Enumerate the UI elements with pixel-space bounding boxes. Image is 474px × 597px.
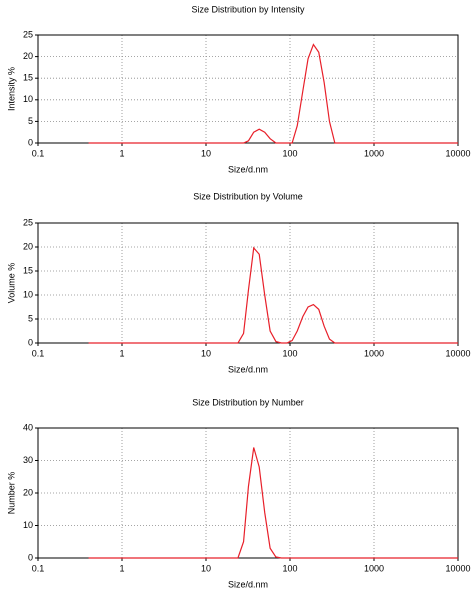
x-tick-label: 1000 [364, 563, 384, 573]
y-tick-label: 0 [28, 337, 33, 347]
x-tick-label: 1 [119, 348, 124, 358]
y-axis-label: Intensity % [6, 67, 16, 111]
x-tick-label: 1000 [364, 348, 384, 358]
x-tick-label: 10000 [445, 563, 470, 573]
x-tick-label: 1000 [364, 148, 384, 158]
x-tick-label: 0.1 [32, 148, 45, 158]
y-tick-label: 10 [23, 289, 33, 299]
x-tick-label: 1 [119, 563, 124, 573]
y-tick-label: 30 [23, 455, 33, 465]
x-tick-label: 10000 [445, 148, 470, 158]
chart-title: Size Distribution by Intensity [191, 4, 305, 14]
data-line [88, 246, 458, 344]
y-tick-label: 5 [28, 313, 33, 323]
y-tick-label: 25 [23, 29, 33, 39]
plot-frame [37, 222, 459, 344]
y-tick-label: 10 [23, 94, 33, 104]
x-axis-label: Size/d.nm [228, 164, 268, 174]
x-tick-label: 100 [282, 563, 297, 573]
chart-title: Size Distribution by Number [192, 397, 304, 407]
x-axis-label: Size/d.nm [228, 364, 268, 374]
x-tick-label: 100 [282, 148, 297, 158]
x-tick-label: 10 [201, 563, 211, 573]
y-tick-label: 20 [23, 487, 33, 497]
y-tick-label: 25 [23, 217, 33, 227]
x-axis-label: Size/d.nm [228, 579, 268, 589]
data-line [88, 43, 458, 144]
y-tick-label: 20 [23, 51, 33, 61]
y-tick-label: 0 [28, 137, 33, 147]
y-axis-label: Number % [6, 472, 16, 515]
data-line [88, 447, 458, 559]
y-axis-label: Volume % [6, 263, 16, 304]
x-tick-label: 10 [201, 148, 211, 158]
y-tick-label: 5 [28, 116, 33, 126]
chart-title: Size Distribution by Volume [193, 191, 303, 201]
y-tick-label: 0 [28, 552, 33, 562]
x-tick-label: 10000 [445, 348, 470, 358]
x-tick-label: 10 [201, 348, 211, 358]
plot-frame [37, 427, 459, 559]
x-tick-label: 1 [119, 148, 124, 158]
x-tick-label: 0.1 [32, 348, 45, 358]
x-tick-label: 0.1 [32, 563, 45, 573]
plot-frame [37, 34, 459, 144]
y-tick-label: 15 [23, 265, 33, 275]
y-tick-label: 40 [23, 422, 33, 432]
y-tick-label: 10 [23, 520, 33, 530]
y-tick-label: 15 [23, 73, 33, 83]
y-tick-label: 20 [23, 241, 33, 251]
x-tick-label: 100 [282, 348, 297, 358]
